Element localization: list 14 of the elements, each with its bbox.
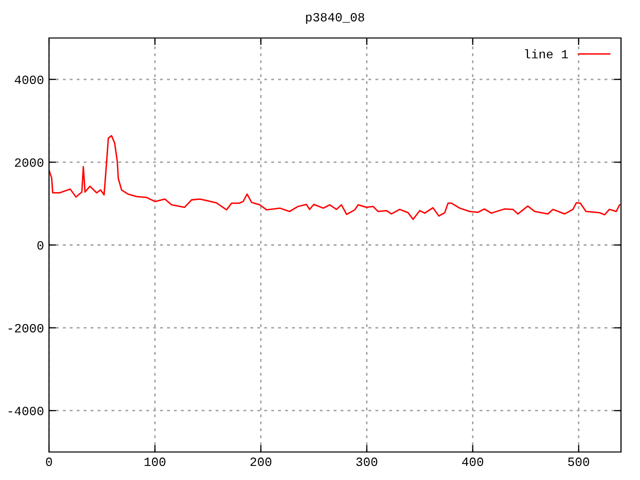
x-tick-label: 100 [144, 458, 166, 466]
line-series [49, 135, 620, 220]
y-tick-label: 4000 [14, 76, 44, 84]
x-tick-label: 300 [356, 458, 378, 466]
y-tick-label: -2000 [8, 324, 44, 332]
chart-title: p3840_08 [306, 12, 364, 24]
x-tick-label: 0 [46, 458, 52, 466]
y-tick-label: -4000 [8, 406, 44, 416]
x-tick-label: 200 [250, 458, 272, 466]
y-tick-label: 2000 [15, 158, 44, 167]
x-tick-label: 500 [568, 458, 590, 466]
legend-label: line 1 [525, 49, 568, 58]
x-tick-label: 400 [462, 458, 484, 466]
y-tick-label: 0 [37, 241, 44, 250]
